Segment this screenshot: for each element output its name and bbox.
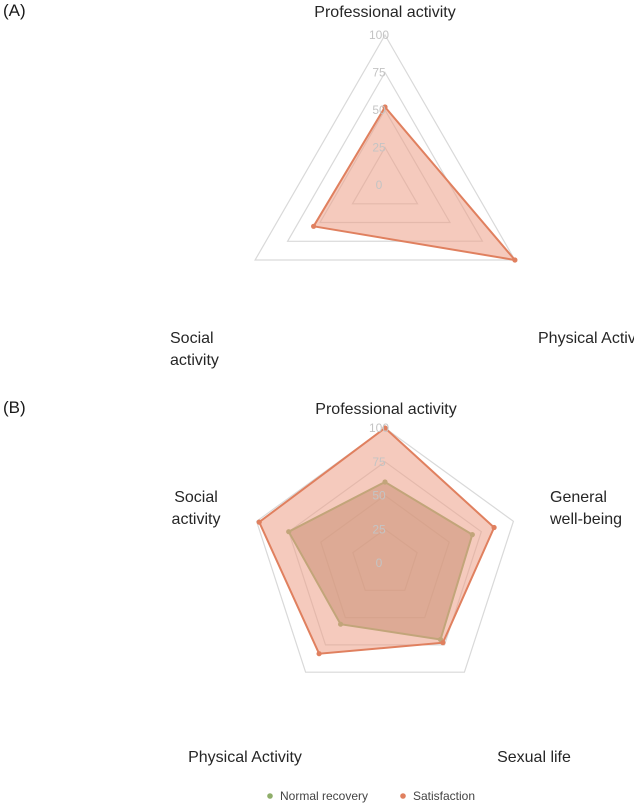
tick-label: 100 [369,421,389,435]
tick-label: 50 [372,103,386,117]
data-point [512,257,518,263]
panel-a-label: (A) [3,1,26,20]
legend-label: Satisfaction [413,789,475,803]
data-point [316,651,322,657]
axis-label: Professional activity [315,401,456,418]
axis-label: Professional activity [314,4,455,21]
grid-ring [286,71,484,242]
radar-chart-a: 0 25 50 75 100 Professional activity Physical … [170,4,634,369]
radar-chart-b: 0 25 50 75 100 Professional activity General we… [172,401,623,766]
tick-label: 100 [369,28,389,42]
data-point [382,104,388,110]
tick-label: 75 [372,66,386,80]
legend-marker [400,793,406,799]
axis-label: Social activity [170,330,219,369]
data-point [491,524,497,531]
tick-label: 75 [372,455,386,469]
data-point [256,519,262,525]
axis-label: Physical Activity [188,749,302,766]
series-area-satisfaction [257,426,496,655]
series-area-satisfaction [311,105,518,262]
tick-label: 50 [372,489,386,503]
data-point [382,425,388,431]
axis-label: Sexual life [497,749,571,766]
data-point [311,223,317,229]
legend-marker [267,793,273,799]
axis-label: Social activity [172,489,221,528]
tick-label: 0 [376,556,383,570]
axis-label: Physical Activity [538,330,634,347]
tick-label: 0 [376,178,383,192]
panel-b-label: (B) [3,398,26,417]
tick-label: 25 [372,141,386,155]
grid-ring [254,33,516,261]
axis-label: General well-being [549,489,622,528]
legend: Normal recovery Satisfaction [267,789,475,803]
tick-label: 25 [372,522,386,536]
legend-label: Normal recovery [280,789,368,803]
data-point [440,640,446,646]
grid-ring [255,427,515,673]
